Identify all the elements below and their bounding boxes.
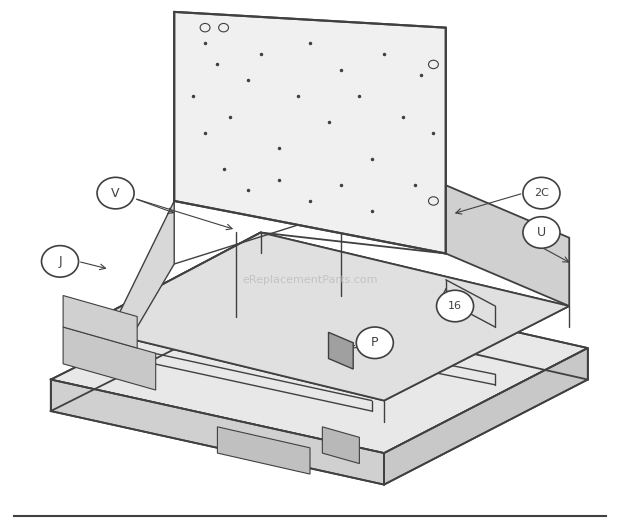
Text: J: J xyxy=(58,255,62,268)
Text: 16: 16 xyxy=(448,301,462,311)
Polygon shape xyxy=(51,380,384,485)
Circle shape xyxy=(97,177,134,209)
Polygon shape xyxy=(63,296,137,348)
Circle shape xyxy=(436,290,474,322)
Circle shape xyxy=(523,216,560,248)
Polygon shape xyxy=(329,332,353,369)
Circle shape xyxy=(356,327,393,359)
Circle shape xyxy=(42,246,79,277)
Polygon shape xyxy=(82,232,569,401)
Text: eReplacementParts.com: eReplacementParts.com xyxy=(242,275,378,285)
Polygon shape xyxy=(112,201,174,369)
Text: 2C: 2C xyxy=(534,188,549,198)
Polygon shape xyxy=(174,12,446,253)
Polygon shape xyxy=(446,185,569,306)
Text: V: V xyxy=(112,186,120,200)
Circle shape xyxy=(523,177,560,209)
Text: U: U xyxy=(537,226,546,239)
Polygon shape xyxy=(218,427,310,474)
Polygon shape xyxy=(51,275,588,453)
Polygon shape xyxy=(63,327,156,390)
Polygon shape xyxy=(384,348,588,485)
Text: P: P xyxy=(371,336,379,350)
Polygon shape xyxy=(322,427,360,464)
